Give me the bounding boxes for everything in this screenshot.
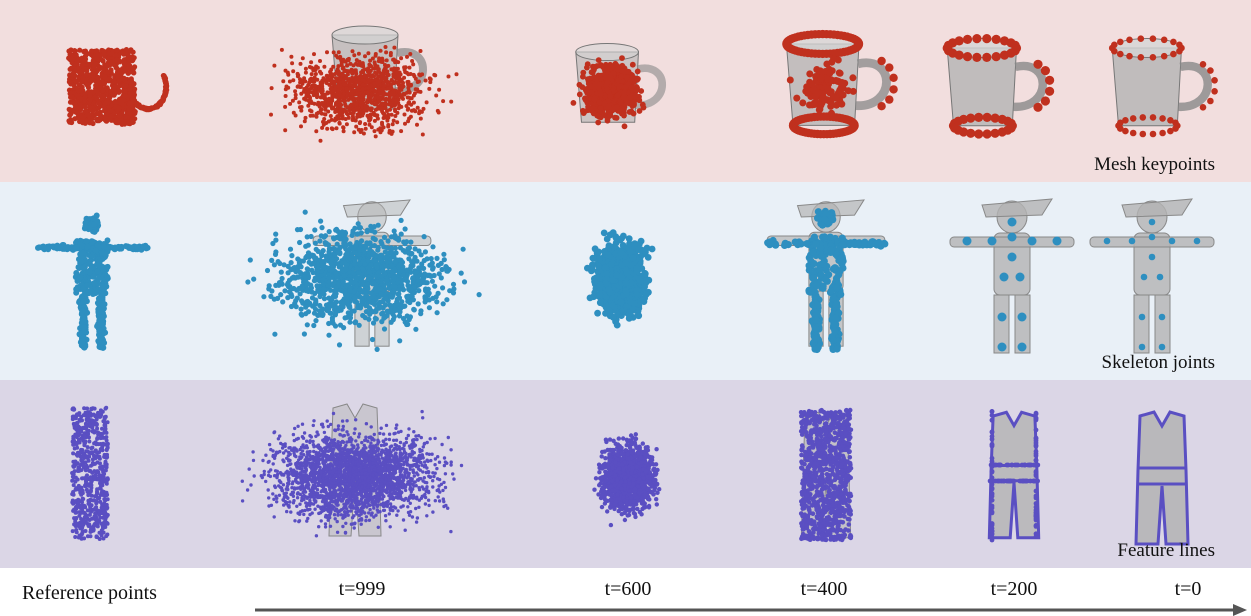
row-mesh-keypoints: Mesh keypoints [0, 0, 1251, 182]
figure-illustrations [35, 198, 1215, 354]
figure-point-clouds [35, 198, 1215, 354]
timeline: Reference points t=999 t=600 t=400 t=200… [0, 568, 1251, 616]
timestep-label-600: t=600 [604, 578, 652, 600]
row-label-feature-lines: Feature lines [1117, 540, 1215, 561]
timestep-label-0: t=0 [1174, 578, 1202, 600]
garment-point-clouds [70, 403, 1190, 546]
row-feature-lines: Feature lines [0, 380, 1251, 568]
timestep-label-999: t=999 [338, 578, 386, 600]
mug-point-clouds [66, 25, 1218, 143]
row-label-mesh-keypoints: Mesh keypoints [1094, 154, 1215, 175]
row-label-skeleton-joints: Skeleton joints [1101, 352, 1215, 373]
mug-illustrations [66, 25, 1218, 143]
garment-illustrations [70, 403, 1190, 546]
timestep-label-200: t=200 [990, 578, 1038, 600]
time-arrow [255, 604, 1247, 616]
timestep-label-400: t=400 [800, 578, 848, 600]
row-skeleton-joints: Skeleton joints [0, 182, 1251, 380]
reference-points-label: Reference points [22, 582, 157, 604]
